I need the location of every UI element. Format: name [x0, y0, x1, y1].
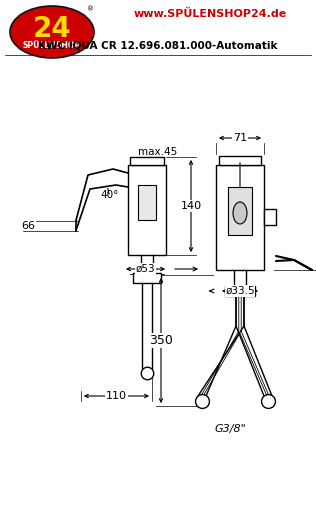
Bar	[264, 209, 276, 225]
Bar	[138, 185, 156, 220]
Bar	[130, 157, 164, 165]
Text: SPÜLENSHOP: SPÜLENSHOP	[23, 42, 81, 50]
Text: max.45: max.45	[138, 147, 177, 157]
Bar	[225, 286, 255, 296]
Text: 350: 350	[149, 334, 173, 347]
Text: 140: 140	[180, 201, 202, 211]
Bar	[128, 165, 166, 255]
Bar	[216, 165, 264, 270]
Bar	[133, 273, 161, 283]
Text: ®: ®	[88, 6, 94, 12]
Text: ø53: ø53	[136, 264, 155, 274]
Bar	[219, 156, 261, 165]
Text: G3/8": G3/8"	[214, 424, 246, 434]
Text: 66: 66	[21, 220, 35, 231]
Text: www.SPÜLENSHOP24.de: www.SPÜLENSHOP24.de	[133, 9, 287, 19]
Text: 24: 24	[33, 15, 71, 43]
Text: 40°: 40°	[100, 190, 118, 200]
Bar	[228, 187, 252, 235]
Ellipse shape	[10, 6, 94, 58]
Text: ø33.5: ø33.5	[225, 286, 255, 296]
Text: 110: 110	[106, 391, 127, 401]
Text: 71: 71	[233, 133, 247, 143]
Text: KWC IQUA CR 12.696.081.000-Automatik: KWC IQUA CR 12.696.081.000-Automatik	[38, 40, 278, 50]
Ellipse shape	[233, 202, 247, 224]
